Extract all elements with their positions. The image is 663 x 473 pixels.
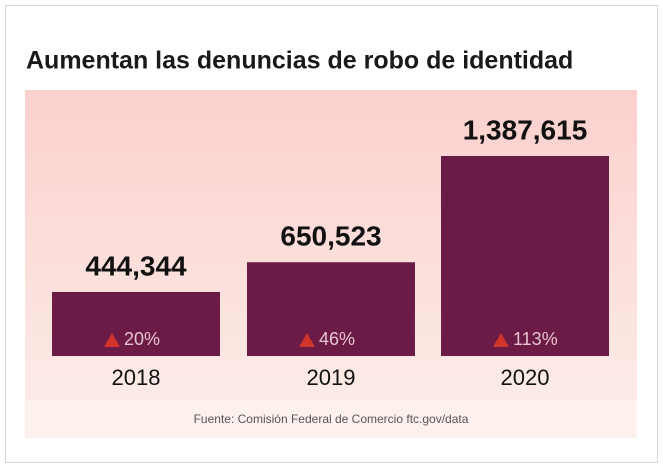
- bar: [52, 291, 220, 356]
- change-label: 20%: [124, 329, 160, 349]
- x-tick-label: 2020: [501, 365, 550, 390]
- change-icon: [299, 333, 315, 347]
- value-label: 1,387,615: [463, 114, 588, 145]
- change-label: 113%: [513, 329, 558, 349]
- x-tick-label: 2018: [112, 365, 161, 390]
- source: Fuente: Comisión Federal de Comercio ftc…: [194, 412, 469, 426]
- change-icon: [493, 333, 509, 347]
- bar: [247, 262, 415, 356]
- x-tick-label: 2019: [307, 365, 356, 390]
- value-label: 444,344: [85, 250, 187, 281]
- change-icon: [104, 333, 120, 347]
- bar: [441, 156, 609, 356]
- value-label: 650,523: [280, 221, 381, 252]
- footer-band: [25, 400, 637, 438]
- chart-title: Aumentan las denuncias de robo de identi…: [26, 47, 573, 75]
- change-label: 46%: [319, 329, 355, 349]
